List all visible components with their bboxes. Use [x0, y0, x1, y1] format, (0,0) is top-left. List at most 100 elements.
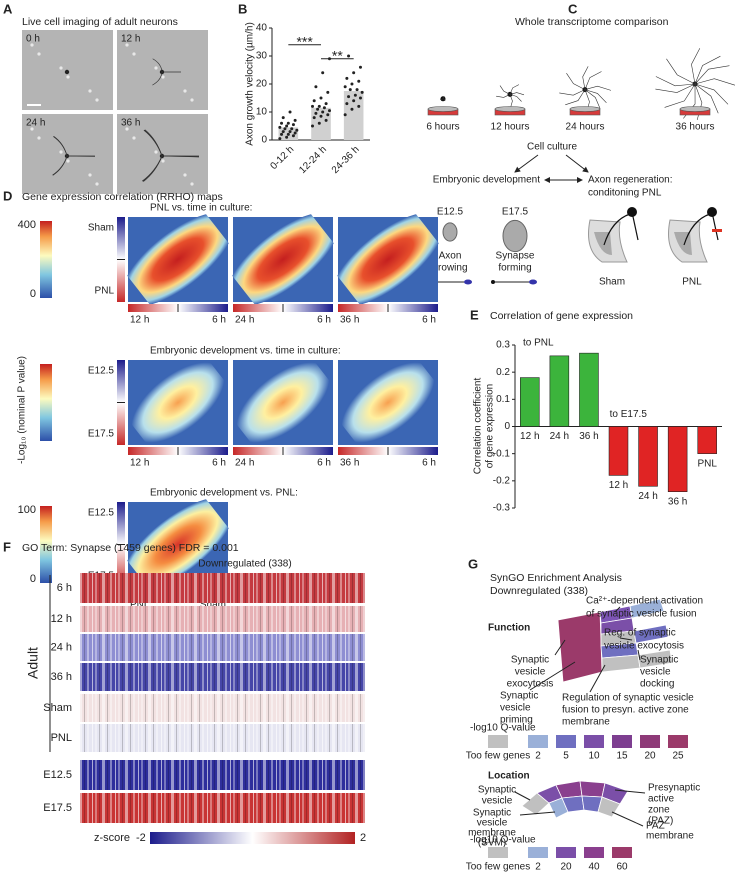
time-label: 12 h [121, 34, 140, 45]
bar [638, 426, 658, 487]
debris [30, 43, 34, 47]
location-label: Synaptic [473, 808, 511, 819]
axis-end-label: 6 h [422, 315, 436, 326]
embryo [502, 219, 528, 253]
row-title: Embryonic development vs. PNL: [150, 488, 298, 499]
data-point [290, 127, 294, 131]
panel-label: F [3, 539, 11, 554]
dendrite [584, 89, 607, 104]
function-label: vesicle [515, 667, 546, 678]
peripheral-nerve [631, 211, 639, 241]
data-point [316, 107, 320, 111]
data-point [278, 125, 282, 129]
row-label: E12.5 [43, 769, 72, 781]
function-label: vesicle exocytosis [604, 641, 684, 652]
row-label: 24 h [51, 641, 72, 653]
location-label: PAZ [646, 821, 665, 832]
debris [132, 136, 136, 140]
y-axis-label: Axon growth velocity (µm/h) [245, 22, 256, 146]
data-point [285, 135, 289, 139]
data-point [278, 137, 282, 141]
heatmap-blob [341, 362, 435, 443]
node-label: conditoning PNL [588, 188, 662, 199]
y-tick-label: -0.2 [493, 475, 511, 486]
time-label: 6 hours [426, 122, 459, 133]
leader-line [519, 811, 556, 816]
data-point [324, 118, 328, 122]
node-label: Cell culture [527, 142, 577, 153]
heatmap-texture [80, 634, 365, 661]
function-label: of synaptic vesicle fusion [586, 609, 697, 620]
function-label: membrane [562, 717, 610, 728]
data-point [350, 107, 354, 111]
function-label: fusion to presyn. active zone [562, 705, 689, 716]
dendrite [694, 83, 719, 114]
dendrite [694, 55, 721, 85]
debris [88, 173, 92, 177]
data-point [343, 113, 347, 117]
location-label: active [648, 794, 675, 805]
y-tick-label: 10 [256, 107, 268, 118]
neurite [144, 129, 163, 157]
y-tick-label: -0.1 [493, 448, 511, 459]
significance-label: ** [332, 48, 343, 64]
panel-title: SynGO Enrichment Analysis [490, 572, 622, 584]
stage-label: E12.5 [437, 207, 464, 218]
legend-title: -log10 Q-value [470, 835, 536, 846]
data-point [357, 104, 361, 108]
y-axis-label: -Log₁₀ (nominal P value) [17, 356, 28, 464]
y-tick-label: 20 [256, 79, 268, 90]
x-tick-label: 12-24 h [297, 144, 329, 176]
data-point [295, 128, 299, 132]
neurite [161, 155, 199, 158]
data-point [314, 111, 318, 115]
x-tick-label: PNL [697, 458, 717, 469]
legend-label: 60 [616, 862, 628, 873]
y-axis-label: of gene expression [485, 384, 496, 469]
neurite [52, 155, 68, 176]
data-point [319, 114, 323, 118]
panel-subtitle: Downregulated (338) [490, 585, 588, 597]
heatmap-blob [226, 212, 340, 307]
arrow [514, 154, 539, 173]
panel-label: G [468, 556, 478, 571]
colorbar-tick-label: 0 [30, 288, 36, 300]
leader-line [611, 811, 644, 827]
debris [161, 159, 165, 163]
significance-label: *** [296, 34, 313, 50]
data-point [358, 96, 362, 100]
heatmap-blob [236, 362, 330, 443]
row-label: 12 h [51, 613, 72, 625]
location-label: Presynaptic [648, 783, 700, 794]
function-label: priming [500, 715, 533, 726]
location-label: membrane [646, 831, 694, 842]
function-label: Synaptic [640, 655, 678, 666]
legend-tick-label: -2 [136, 832, 146, 844]
dendrite [584, 85, 612, 91]
data-point [347, 95, 351, 99]
axis-end-label: 24 h [235, 458, 254, 469]
legend-label: Too few genes [466, 862, 531, 873]
data-point [352, 71, 356, 75]
legend-swatch [612, 847, 632, 858]
panel-label: E [470, 307, 479, 322]
debris [95, 182, 99, 186]
segment [601, 654, 641, 673]
y-tick-label: 0 [504, 421, 510, 432]
data-point [321, 110, 325, 114]
arrow [565, 154, 589, 173]
legend-label: 25 [672, 751, 684, 762]
dish-lid [679, 106, 711, 112]
neurite [152, 71, 163, 86]
data-point [311, 124, 314, 128]
condition-label: Sham [599, 277, 625, 288]
colorbar [40, 221, 52, 298]
dendrite [694, 65, 730, 85]
row-label: PNL [51, 732, 72, 744]
x-tick-label: 12 h [520, 431, 539, 442]
legend-swatch [640, 735, 660, 748]
dendrite [566, 73, 586, 90]
data-point [288, 110, 292, 114]
neuron-target [529, 279, 537, 285]
